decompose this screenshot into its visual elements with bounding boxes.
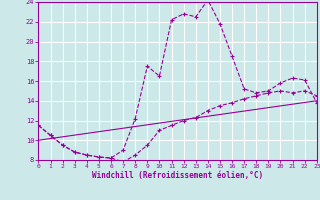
X-axis label: Windchill (Refroidissement éolien,°C): Windchill (Refroidissement éolien,°C) (92, 171, 263, 180)
